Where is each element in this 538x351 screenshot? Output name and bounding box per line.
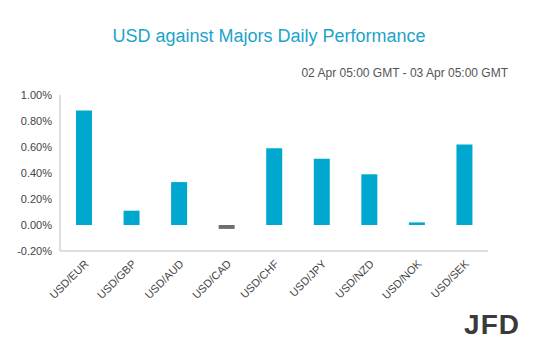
svg-text:0.00%: 0.00% (21, 219, 52, 231)
svg-text:0.60%: 0.60% (21, 141, 52, 153)
svg-text:0.20%: 0.20% (21, 193, 52, 205)
svg-text:USD/CAD: USD/CAD (190, 257, 234, 301)
svg-text:USD/NOK: USD/NOK (380, 257, 424, 301)
svg-text:1.00%: 1.00% (21, 89, 52, 101)
html-text:02 Apr 05:00 GMT - 03 Apr 05:0: 02 Apr 05:00 GMT - 03 Apr 05:00 GMT (301, 66, 508, 80)
svg-text:0.80%: 0.80% (21, 115, 52, 127)
html-text:USD against Majors Daily Perfo: USD against Majors Daily Performance (112, 26, 426, 46)
svg-text:USD/CHF: USD/CHF (238, 257, 281, 300)
svg-text:USD/AUD: USD/AUD (142, 257, 186, 301)
svg-text:USD/JPY: USD/JPY (287, 257, 329, 299)
svg-text:0.40%: 0.40% (21, 167, 52, 179)
svg-text:USD/EUR: USD/EUR (47, 257, 91, 301)
html-text:JFD: JFD (464, 309, 520, 340)
svg-text:USD/NZD: USD/NZD (333, 257, 376, 300)
svg-text:-0.20%: -0.20% (17, 245, 52, 257)
svg-text:USD/GBP: USD/GBP (95, 257, 138, 300)
svg-text:USD/SEK: USD/SEK (429, 257, 472, 300)
